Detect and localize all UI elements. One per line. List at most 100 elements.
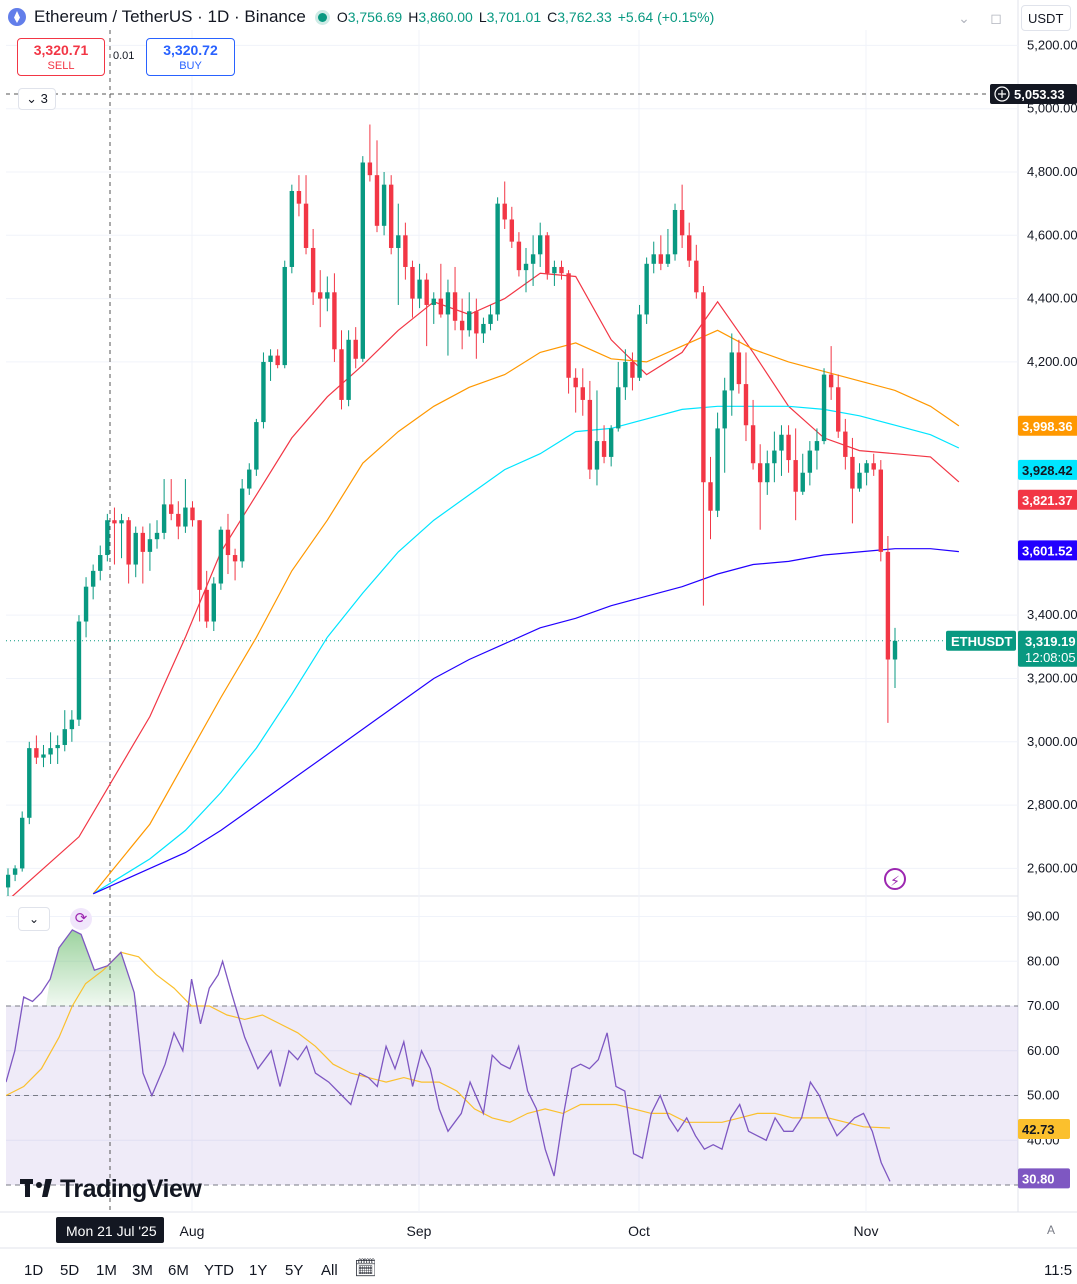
- timeframe-6m[interactable]: 6M: [168, 1262, 189, 1279]
- timeframe-1d[interactable]: 1D: [24, 1262, 44, 1279]
- candle-body: [154, 532, 160, 540]
- timeframe-3m[interactable]: 3M: [132, 1262, 153, 1279]
- candle-body: [204, 589, 209, 622]
- candle-body: [282, 266, 287, 366]
- candle-body: [360, 162, 365, 359]
- candle-body: [169, 504, 174, 514]
- moving-average-line: [92, 548, 959, 895]
- auto-scale-button[interactable]: A: [1047, 1223, 1056, 1237]
- open-label: O: [336, 9, 348, 25]
- rsi-ma-label: 42.73: [1022, 1122, 1055, 1137]
- candle-body: [431, 298, 436, 305]
- date-range-icon[interactable]: 🗓: [354, 1258, 377, 1278]
- rsi-line: [6, 929, 891, 1182]
- candle-body: [885, 551, 891, 660]
- time-tick-label: Oct: [628, 1223, 650, 1239]
- candle-body: [722, 390, 727, 429]
- rsi-collapse-button[interactable]: ⌄: [18, 907, 50, 931]
- market-status-icon: [317, 12, 327, 22]
- buy-button[interactable]: 3,320.72 BUY: [146, 38, 235, 76]
- candle-body: [559, 266, 564, 274]
- candle-body: [800, 472, 805, 492]
- high-label: H: [408, 9, 419, 25]
- rsi-overbought-fill: [45, 929, 139, 1006]
- timeframe-ytd[interactable]: YTD: [204, 1262, 234, 1279]
- indicators-toggle-button[interactable]: ⌄ 3: [18, 88, 56, 110]
- candle-body: [687, 235, 692, 261]
- price-tick-label: 3,000.00: [1027, 734, 1077, 749]
- time-tick-label: Sep: [407, 1223, 432, 1239]
- buy-price: 3,320.72: [163, 42, 218, 58]
- symbol-title[interactable]: Ethereum / TetherUS · 1D · Binance: [34, 7, 306, 26]
- rsi-tick-label: 60.00: [1027, 1043, 1060, 1058]
- candle-body: [325, 292, 330, 299]
- candle-body: [225, 529, 231, 556]
- price-tick-label: 4,200.00: [1027, 354, 1077, 369]
- screenshot-icon[interactable]: ◻: [990, 10, 1002, 26]
- candle-body: [55, 744, 60, 749]
- price-tick-label: 2,600.00: [1027, 860, 1077, 875]
- candle-body: [140, 532, 146, 552]
- candle-body: [495, 203, 500, 315]
- ma-blue-label: 3,601.52: [1022, 543, 1073, 558]
- candle-body: [147, 539, 153, 552]
- time-tick-label: Aug: [180, 1223, 205, 1239]
- candle-body: [388, 184, 394, 248]
- rsi-value-label-bg: [1018, 1168, 1070, 1189]
- candle-body: [587, 399, 593, 470]
- candle-body: [715, 428, 720, 511]
- candle-body: [878, 469, 884, 552]
- sell-button[interactable]: 3,320.71 SELL: [17, 38, 105, 76]
- candle-body: [807, 450, 813, 473]
- timeframe-all[interactable]: All: [321, 1262, 338, 1279]
- eth-logo-icon: [8, 8, 26, 26]
- candle-body: [445, 292, 451, 315]
- candle-body: [232, 555, 238, 562]
- price-tick-label: 3,200.00: [1027, 670, 1077, 685]
- candle-body: [538, 235, 543, 255]
- candle-body: [211, 583, 216, 622]
- ma-red-label-bg: [1018, 489, 1077, 510]
- candle-body: [623, 361, 628, 388]
- candle-body: [452, 292, 458, 321]
- currency-selector[interactable]: USDT: [1021, 5, 1071, 31]
- price-tick-label: 2,800.00: [1027, 797, 1077, 812]
- candle-body: [608, 428, 614, 457]
- timeframe-5d[interactable]: 5D: [60, 1262, 80, 1279]
- candle-body: [552, 266, 557, 274]
- sell-label: SELL: [47, 60, 75, 72]
- candle-body: [481, 323, 486, 334]
- ma-cyan-label-bg: [1018, 459, 1077, 480]
- flash-icon[interactable]: ⚡: [884, 868, 906, 890]
- candle-body: [310, 247, 316, 293]
- candle-body: [892, 640, 898, 660]
- candle-body: [126, 520, 131, 565]
- candle-body: [105, 520, 110, 556]
- symbol-tag: ETHUSDT: [951, 634, 1012, 649]
- candle-body: [417, 279, 422, 299]
- candle-body: [502, 203, 507, 220]
- candle-body: [396, 235, 401, 248]
- refresh-icon[interactable]: ⟳: [70, 908, 92, 930]
- candle-body: [268, 355, 273, 362]
- high-value: 3,860.00: [418, 9, 473, 25]
- ma-orange-label: 3,998.36: [1022, 419, 1073, 434]
- timeframe-1m[interactable]: 1M: [96, 1262, 117, 1279]
- candle-body: [474, 311, 479, 334]
- brand-name: TradingView: [60, 1174, 202, 1203]
- chevron-down-icon[interactable]: ⌄: [958, 10, 970, 26]
- candle-body: [644, 263, 649, 315]
- candle-body: [765, 463, 770, 483]
- timeframe-5y[interactable]: 5Y: [285, 1262, 304, 1279]
- alert-price-label: 5,053.33: [1014, 87, 1065, 102]
- candle-body: [616, 387, 621, 429]
- candle-body: [197, 520, 202, 590]
- timeframe-1y[interactable]: 1Y: [249, 1262, 268, 1279]
- candle-body: [424, 279, 429, 305]
- rsi-tick-label: 80.00: [1027, 953, 1060, 968]
- candle-body: [467, 311, 472, 331]
- candle-body: [843, 431, 848, 457]
- clock[interactable]: 11:5: [1044, 1262, 1073, 1279]
- rsi-value-label: 30.80: [1022, 1171, 1055, 1186]
